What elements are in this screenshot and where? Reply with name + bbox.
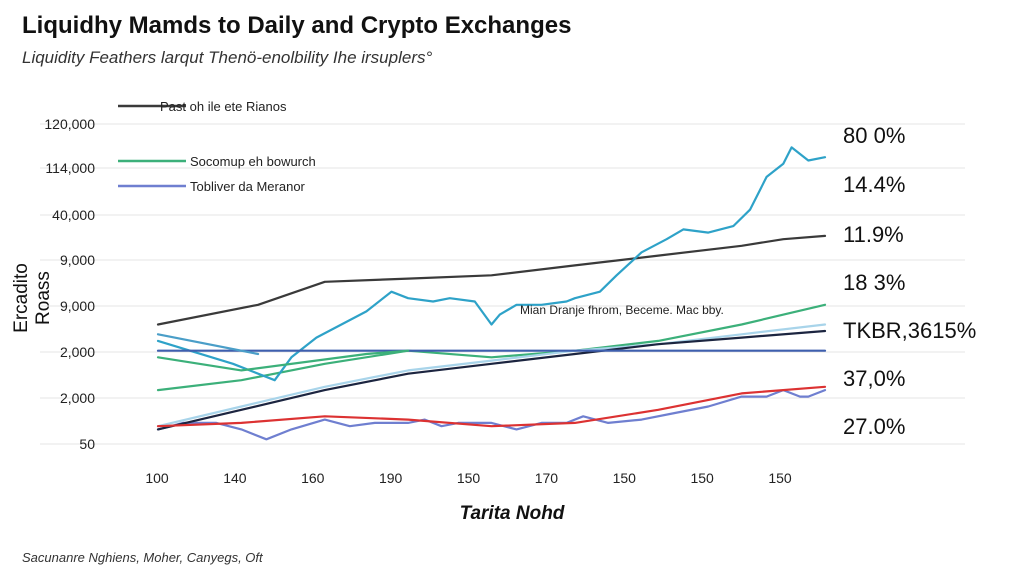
legend-label: Socomup eh bowurch — [190, 154, 316, 169]
chart-title: Liquidhy Mamds to Daily and Crypto Excha… — [22, 12, 572, 39]
x-tick-label: 190 — [379, 470, 403, 486]
x-tick-label: 140 — [223, 470, 247, 486]
y-tick-label: 50 — [79, 436, 95, 452]
percent-label: 80 0% — [843, 123, 905, 148]
percent-label: 18 3% — [843, 270, 905, 295]
chart-subtitle: Liquidity Feathers larqut Thenö-enolbili… — [22, 48, 433, 67]
legend-label: Past oh ile ete Rianos — [160, 99, 287, 114]
chart-annotation: Mian Dranje fhrom, Beceme. Mac bby. — [520, 303, 724, 317]
percent-label: TKBR,3615% — [843, 318, 976, 343]
y-tick-label: 2,000 — [60, 344, 95, 360]
percent-label: 14.4% — [843, 172, 905, 197]
series-line — [156, 146, 827, 382]
x-tick-label: 150 — [768, 470, 792, 486]
y-tick-label: 114,000 — [45, 160, 95, 176]
y-tick-label: 9,000 — [60, 252, 95, 268]
x-tick-label: 150 — [613, 470, 637, 486]
y-tick-label: 120,000 — [44, 116, 95, 132]
x-tick-label: 150 — [457, 470, 481, 486]
legend-label: Tobliver da Meranor — [190, 179, 306, 194]
series-line — [156, 303, 827, 392]
series-line — [156, 349, 410, 372]
series-line — [156, 323, 827, 428]
y-tick-label: 40,000 — [52, 207, 95, 223]
series-line — [156, 234, 827, 326]
source-note: Sacunanre Nghiens, Moher, Canyegs, Oft — [22, 550, 263, 565]
percent-label: 37,0% — [843, 366, 905, 391]
x-tick-label: 100 — [145, 470, 169, 486]
y-tick-label: 2,000 — [60, 390, 95, 406]
series-line — [156, 385, 827, 428]
x-axis-label: Tarita Nohd — [459, 503, 565, 524]
x-tick-label: 160 — [301, 470, 325, 486]
x-tick-label: 170 — [535, 470, 559, 486]
x-tick-label: 150 — [690, 470, 714, 486]
percent-label: 11.9% — [843, 222, 904, 247]
series-line — [156, 329, 827, 431]
series-line — [156, 333, 260, 356]
y-tick-label: 9,000 — [60, 298, 95, 314]
percent-label: 27.0% — [843, 414, 905, 439]
